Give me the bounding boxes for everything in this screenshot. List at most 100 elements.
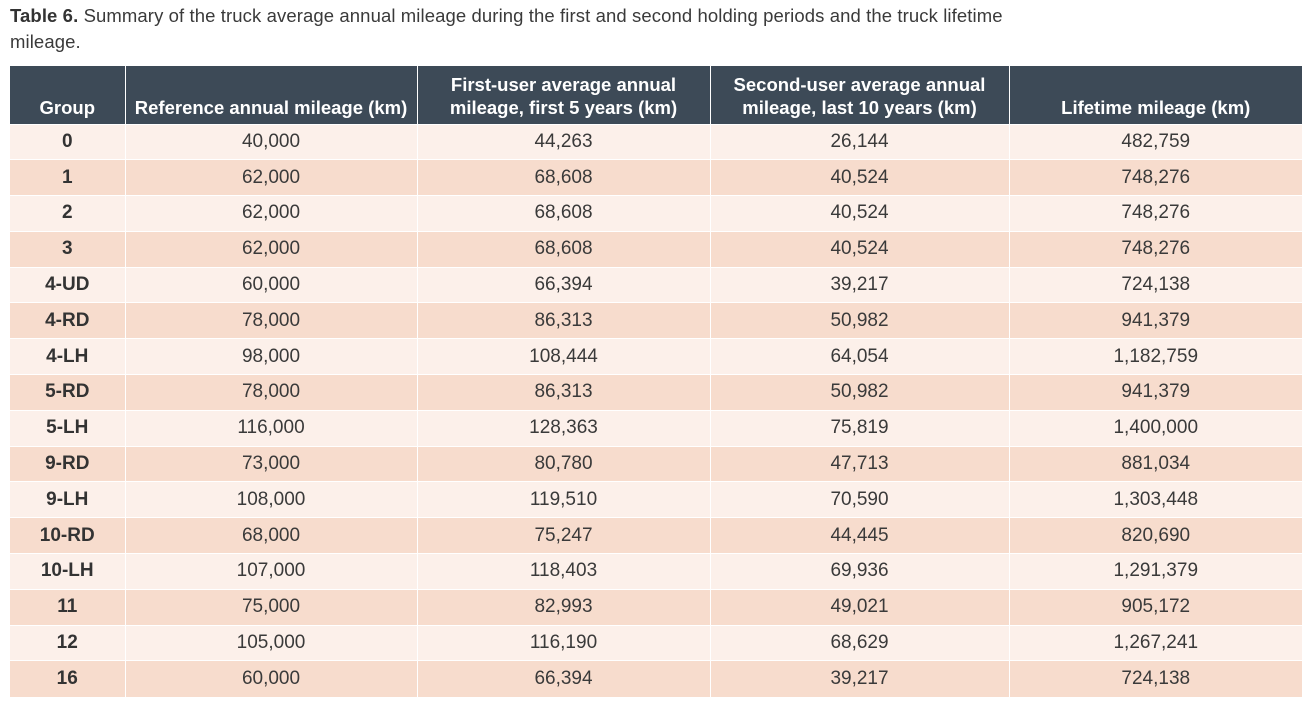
table-row: 4-RD 78,000 86,313 50,982 941,379 (10, 302, 1302, 339)
cell-group: 5-RD (10, 374, 125, 411)
cell-reference-mileage: 78,000 (124, 374, 417, 411)
table-row: 16 60,000 66,394 39,217 724,138 (10, 660, 1302, 697)
cell-reference-mileage: 40,000 (124, 123, 417, 160)
cell-group: 1 (10, 159, 125, 196)
cell-group: 11 (10, 588, 125, 626)
cell-second-user-mileage: 50,982 (709, 302, 1009, 339)
table-row: 4-UD 60,000 66,394 39,217 724,138 (10, 266, 1302, 303)
cell-first-user-mileage: 44,263 (416, 123, 710, 160)
cell-first-user-mileage: 80,780 (416, 445, 710, 482)
cell-lifetime-mileage: 1,303,448 (1008, 481, 1302, 518)
cell-first-user-mileage: 116,190 (416, 624, 710, 661)
cell-group: 10-RD (10, 517, 125, 554)
cell-lifetime-mileage: 724,138 (1008, 266, 1302, 303)
cell-group: 16 (10, 660, 125, 697)
cell-reference-mileage: 62,000 (124, 195, 417, 232)
cell-group: 4-RD (10, 302, 125, 339)
cell-lifetime-mileage: 941,379 (1008, 374, 1302, 411)
cell-lifetime-mileage: 748,276 (1008, 230, 1302, 268)
table-row: 1 62,000 68,608 40,524 748,276 (10, 159, 1302, 196)
header-group: Group (10, 66, 125, 124)
cell-group: 0 (10, 123, 125, 160)
table-row: 5-RD 78,000 86,313 50,982 941,379 (10, 374, 1302, 411)
table-row: 3 62,000 68,608 40,524 748,276 (10, 230, 1302, 268)
cell-group: 9-RD (10, 445, 125, 482)
table-row: 10-RD 68,000 75,247 44,445 820,690 (10, 517, 1302, 554)
cell-reference-mileage: 68,000 (124, 517, 417, 554)
cell-second-user-mileage: 40,524 (709, 230, 1009, 268)
cell-second-user-mileage: 44,445 (709, 517, 1009, 554)
cell-second-user-mileage: 50,982 (709, 374, 1009, 411)
header-reference-mileage: Reference annual mileage (km) (124, 66, 417, 124)
cell-lifetime-mileage: 1,182,759 (1008, 338, 1302, 375)
cell-reference-mileage: 98,000 (124, 338, 417, 375)
caption-label: Table 6. (10, 5, 79, 26)
cell-group: 10-LH (10, 553, 125, 590)
cell-lifetime-mileage: 1,291,379 (1008, 553, 1302, 590)
table-row: 9-RD 73,000 80,780 47,713 881,034 (10, 445, 1302, 482)
cell-first-user-mileage: 128,363 (416, 409, 710, 447)
table-row: 5-LH 116,000 128,363 75,819 1,400,000 (10, 409, 1302, 447)
cell-second-user-mileage: 68,629 (709, 624, 1009, 661)
cell-reference-mileage: 62,000 (124, 230, 417, 268)
cell-reference-mileage: 60,000 (124, 266, 417, 303)
cell-first-user-mileage: 68,608 (416, 230, 710, 268)
table-row: 9-LH 108,000 119,510 70,590 1,303,448 (10, 481, 1302, 518)
header-lifetime-mileage: Lifetime mileage (km) (1008, 66, 1302, 124)
cell-reference-mileage: 116,000 (124, 409, 417, 447)
cell-lifetime-mileage: 748,276 (1008, 159, 1302, 196)
table-header: Group Reference annual mileage (km) Firs… (10, 66, 1302, 124)
cell-second-user-mileage: 39,217 (709, 266, 1009, 303)
table-body: 0 40,000 44,263 26,144 482,759 1 62,000 68,608 4… (10, 123, 1302, 697)
cell-reference-mileage: 73,000 (124, 445, 417, 482)
cell-group: 4-UD (10, 266, 125, 303)
cell-reference-mileage: 105,000 (124, 624, 417, 661)
cell-group: 5-LH (10, 409, 125, 447)
cell-first-user-mileage: 108,444 (416, 338, 710, 375)
cell-second-user-mileage: 64,054 (709, 338, 1009, 375)
cell-first-user-mileage: 68,608 (416, 195, 710, 232)
table-row: 2 62,000 68,608 40,524 748,276 (10, 195, 1302, 232)
cell-reference-mileage: 78,000 (124, 302, 417, 339)
cell-first-user-mileage: 119,510 (416, 481, 710, 518)
cell-reference-mileage: 62,000 (124, 159, 417, 196)
cell-first-user-mileage: 75,247 (416, 517, 710, 554)
cell-lifetime-mileage: 941,379 (1008, 302, 1302, 339)
cell-lifetime-mileage: 1,267,241 (1008, 624, 1302, 661)
cell-group: 12 (10, 624, 125, 661)
cell-second-user-mileage: 69,936 (709, 553, 1009, 590)
cell-lifetime-mileage: 748,276 (1008, 195, 1302, 232)
cell-reference-mileage: 108,000 (124, 481, 417, 518)
cell-reference-mileage: 107,000 (124, 553, 417, 590)
cell-second-user-mileage: 70,590 (709, 481, 1009, 518)
header-first-user-mileage: First-user average annual mileage, first… (416, 66, 710, 124)
table-row: 11 75,000 82,993 49,021 905,172 (10, 588, 1302, 626)
cell-first-user-mileage: 118,403 (416, 553, 710, 590)
cell-lifetime-mileage: 905,172 (1008, 588, 1302, 626)
cell-group: 9-LH (10, 481, 125, 518)
cell-second-user-mileage: 40,524 (709, 159, 1009, 196)
mileage-table: Group Reference annual mileage (km) Firs… (10, 66, 1302, 697)
table-row: 12 105,000 116,190 68,629 1,267,241 (10, 624, 1302, 661)
cell-second-user-mileage: 26,144 (709, 123, 1009, 160)
cell-group: 3 (10, 230, 125, 268)
cell-second-user-mileage: 49,021 (709, 588, 1009, 626)
cell-second-user-mileage: 47,713 (709, 445, 1009, 482)
cell-second-user-mileage: 75,819 (709, 409, 1009, 447)
cell-lifetime-mileage: 482,759 (1008, 123, 1302, 160)
cell-lifetime-mileage: 724,138 (1008, 660, 1302, 697)
caption-text: Summary of the truck average annual mile… (10, 5, 1003, 52)
cell-group: 2 (10, 195, 125, 232)
cell-second-user-mileage: 40,524 (709, 195, 1009, 232)
cell-first-user-mileage: 68,608 (416, 159, 710, 196)
cell-first-user-mileage: 66,394 (416, 660, 710, 697)
header-second-user-mileage: Second-user average annual mileage, last… (709, 66, 1009, 124)
cell-reference-mileage: 75,000 (124, 588, 417, 626)
cell-first-user-mileage: 86,313 (416, 302, 710, 339)
table-caption: Table 6. Summary of the truck average an… (10, 3, 1010, 55)
cell-second-user-mileage: 39,217 (709, 660, 1009, 697)
cell-first-user-mileage: 86,313 (416, 374, 710, 411)
cell-first-user-mileage: 82,993 (416, 588, 710, 626)
cell-lifetime-mileage: 1,400,000 (1008, 409, 1302, 447)
cell-first-user-mileage: 66,394 (416, 266, 710, 303)
